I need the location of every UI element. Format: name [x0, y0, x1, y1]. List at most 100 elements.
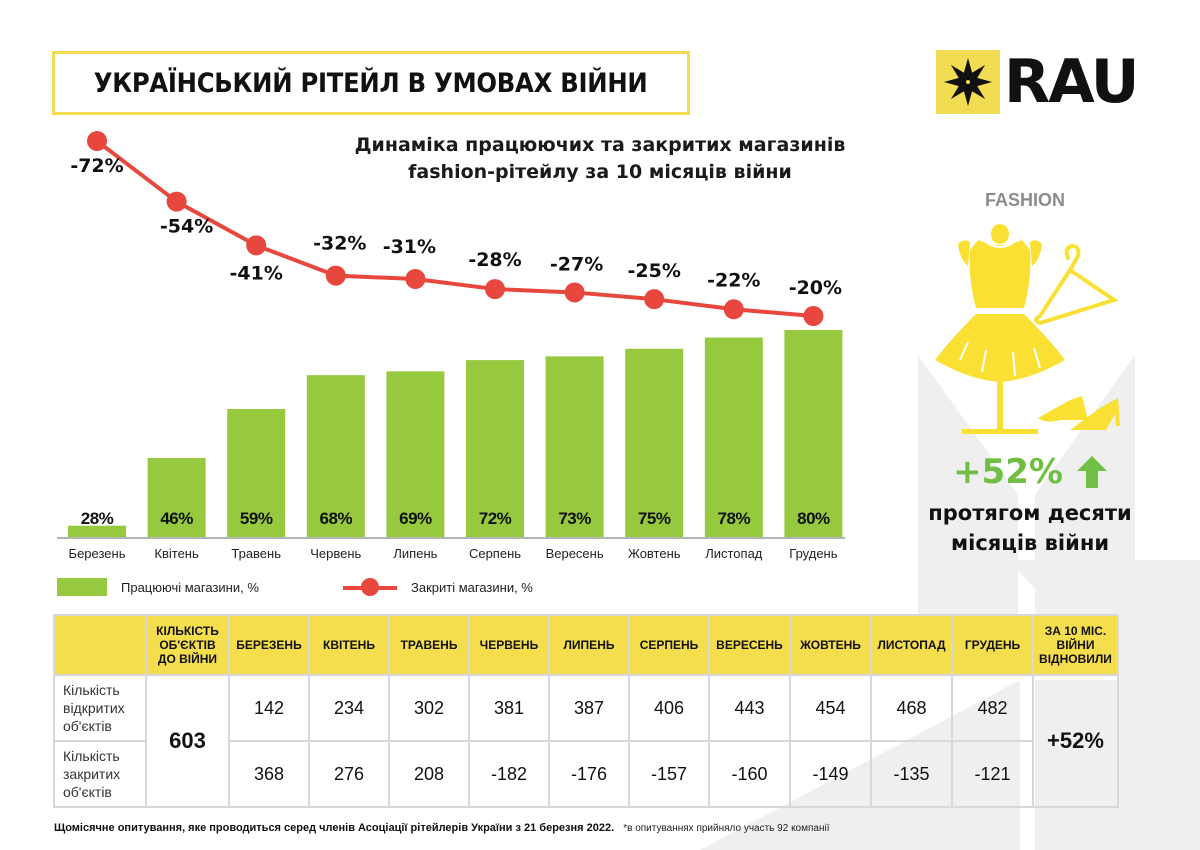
- row-label: Кількість відкритих об'єктів: [53, 674, 147, 742]
- x-tick-label: Червень: [310, 546, 361, 561]
- closed-stores-line: [95, 139, 814, 318]
- table-cell: -157: [628, 740, 710, 808]
- table-cell: 454: [789, 674, 872, 742]
- table-cell: -176: [548, 740, 630, 808]
- line-point: [166, 191, 187, 212]
- footnote-main: Щомісячне опитування, яке проводиться се…: [54, 822, 615, 834]
- table-cell: 381: [468, 674, 550, 742]
- table-cell: -149: [789, 740, 872, 808]
- bar: [68, 525, 126, 537]
- table-header: КІЛЬКІСТЬ ОБ'ЄКТІВ ДО ВІЙНИ: [145, 614, 230, 676]
- table-header: ЖОВТЕНЬ: [789, 614, 872, 676]
- dress-mannequin-icon: [935, 224, 1120, 434]
- table-cell: 368: [228, 740, 310, 808]
- line-point-label: -54%: [160, 216, 213, 238]
- x-tick-label: Серпень: [469, 546, 521, 561]
- line-point-label: -20%: [789, 277, 842, 299]
- bar: [466, 360, 524, 537]
- line-point-label: -27%: [550, 253, 603, 275]
- table-header: ЗА 10 МІС. ВІЙНИ ВІДНОВИЛИ: [1032, 614, 1119, 676]
- table-header: ЛИСТОПАД: [870, 614, 953, 676]
- x-tick-label: Травень: [231, 546, 281, 561]
- row-label: Кількість закритих об'єктів: [53, 740, 147, 808]
- chart-area: 28% Березень 46% Квітень 59% Травень 68% Червен…: [57, 131, 845, 561]
- line-point-label: -25%: [628, 260, 681, 282]
- recovered-value: +52%: [1032, 674, 1119, 808]
- rau-logo: RAU: [936, 47, 1140, 117]
- line-point: [246, 235, 267, 256]
- chart-title-line: fashion-рітейлу за 10 місяців війни: [408, 161, 792, 183]
- table-row-closed: Кількість закритих об'єктів 368 276 208 …: [53, 740, 1118, 808]
- table-cell: 276: [308, 740, 390, 808]
- prewar-count: 603: [145, 674, 230, 808]
- arrow-up-icon: [1076, 456, 1107, 488]
- table-cell: 406: [628, 674, 710, 742]
- bar-label: 69%: [399, 509, 432, 528]
- bar-label: 46%: [160, 509, 193, 528]
- bar-label: 72%: [479, 509, 512, 528]
- x-tick-label: Грудень: [789, 546, 837, 561]
- legend-label: Працюючі магазини, %: [121, 579, 259, 595]
- growth-caption: протягом десяти місяців війни: [905, 498, 1155, 558]
- bar-label: 75%: [638, 509, 671, 528]
- footnote-note: *в опитуваннях прийняло участь 92 компан…: [623, 823, 830, 834]
- legend-item-open-stores: Працюючі магазини, %: [57, 578, 259, 596]
- table-header: ЧЕРВЕНЬ: [468, 614, 550, 676]
- table-header: БЕРЕЗЕНЬ: [228, 614, 310, 676]
- footnote: Щомісячне опитування, яке проводиться се…: [54, 822, 830, 834]
- category-label: FASHION: [984, 190, 1065, 210]
- bar: [227, 409, 286, 537]
- growth-caption-line: місяців війни: [950, 531, 1110, 555]
- table-cell: 234: [308, 674, 390, 742]
- line-point: [564, 282, 585, 303]
- star-ornament-icon: [936, 50, 1000, 114]
- chart-title-line: Динаміка працюючих та закритих магазинів: [354, 134, 846, 156]
- table-row-open: Кількість відкритих об'єктів 603 142 234…: [53, 674, 1119, 808]
- line-point: [803, 306, 824, 326]
- growth-value: +52%: [953, 452, 1063, 492]
- x-tick-label: Квітень: [154, 546, 199, 561]
- line-point-label: -32%: [313, 233, 366, 255]
- x-tick-label: Жовтень: [628, 546, 681, 561]
- page-title-box: УКРАЇНСЬКИЙ РІТЕЙЛ В УМОВАХ ВІЙНИ: [52, 51, 690, 115]
- table-cell: -160: [708, 740, 791, 808]
- bar-label: 59%: [240, 509, 273, 528]
- growth-caption-line: протягом десяти: [928, 501, 1132, 525]
- bar: [704, 337, 763, 537]
- data-table: КІЛЬКІСТЬ ОБ'ЄКТІВ ДО ВІЙНИ БЕРЕЗЕНЬ КВІ…: [53, 614, 1119, 808]
- line-point-label: -28%: [468, 249, 521, 271]
- table-header-row: КІЛЬКІСТЬ ОБ'ЄКТІВ ДО ВІЙНИ БЕРЕЗЕНЬ КВІ…: [53, 614, 1119, 676]
- table-cell: 302: [388, 674, 470, 742]
- table-cell: -121: [951, 740, 1034, 808]
- line-point: [644, 289, 665, 310]
- bar-label: 28%: [81, 509, 114, 528]
- growth-indicator: +52%: [940, 452, 1120, 492]
- line-point-label: -72%: [70, 155, 123, 177]
- line-point-label: -31%: [383, 236, 436, 258]
- line-point: [87, 131, 107, 151]
- table-header: [53, 614, 147, 676]
- line-point: [405, 268, 426, 289]
- bar-label: 68%: [320, 509, 353, 528]
- logo-text: RAU: [1004, 47, 1140, 117]
- table-cell: 387: [548, 674, 630, 742]
- bar: [545, 356, 604, 537]
- table-cell: 443: [708, 674, 791, 742]
- bar: [625, 348, 684, 537]
- bar-label: 73%: [558, 509, 591, 528]
- page-title: УКРАЇНСЬКИЙ РІТЕЙЛ В УМОВАХ ВІЙНИ: [94, 67, 648, 99]
- x-tick-label: Вересень: [546, 546, 604, 561]
- x-tick-label: Листопад: [705, 546, 763, 561]
- x-tick-label: Липень: [393, 546, 437, 561]
- line-point: [325, 265, 346, 286]
- table-header: ТРАВЕНЬ: [388, 614, 470, 676]
- line-point-label: -22%: [707, 269, 760, 291]
- table-cell: 208: [388, 740, 470, 808]
- table-cell: -182: [468, 740, 550, 808]
- table-header: ГРУДЕНЬ: [951, 614, 1034, 676]
- bar-label: 80%: [797, 509, 830, 528]
- chart-title: Динаміка працюючих та закритих магазинів…: [318, 132, 882, 186]
- table-header: КВІТЕНЬ: [308, 614, 390, 676]
- table-header: СЕРПЕНЬ: [628, 614, 710, 676]
- legend-line-swatch: [343, 578, 397, 596]
